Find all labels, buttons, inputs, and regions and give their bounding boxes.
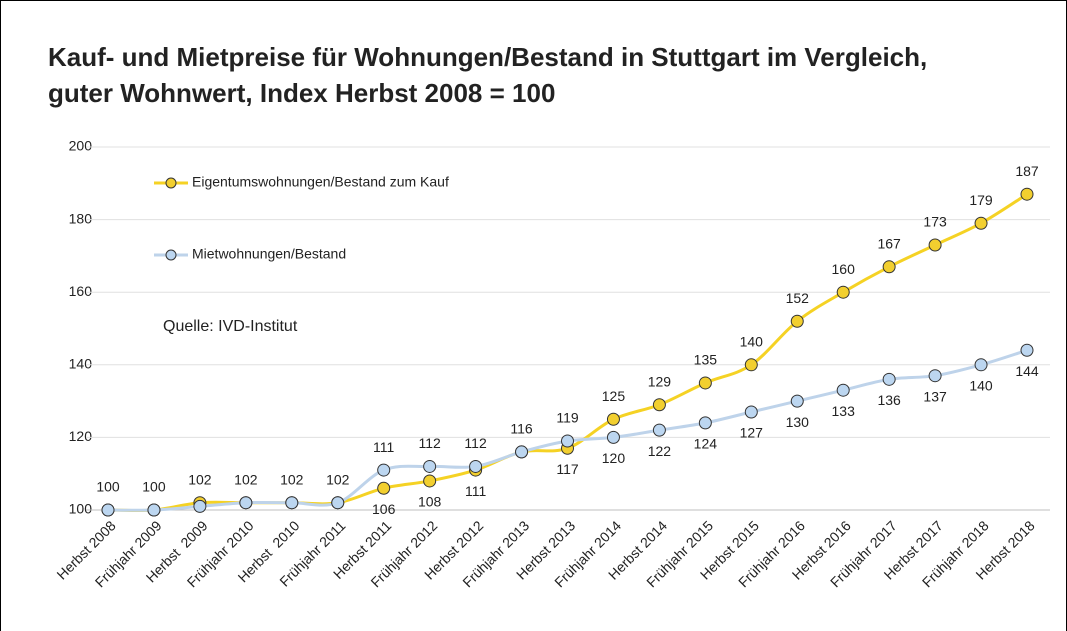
marker <box>193 499 207 513</box>
marker <box>836 383 850 397</box>
data-label: 100 <box>96 479 120 495</box>
data-label: 137 <box>923 388 947 404</box>
marker <box>698 416 712 430</box>
data-label: 102 <box>234 471 258 487</box>
marker <box>423 459 437 473</box>
marker <box>652 423 666 437</box>
data-label: 112 <box>418 435 441 451</box>
data-label: 100 <box>142 479 166 495</box>
data-label: 116 <box>510 421 533 437</box>
data-label: 152 <box>786 290 810 306</box>
legend-marker <box>165 177 177 189</box>
data-label: 127 <box>740 425 764 441</box>
marker <box>1020 187 1034 201</box>
data-label: 179 <box>969 192 993 208</box>
marker <box>377 481 391 495</box>
data-label: 129 <box>648 373 672 389</box>
marker <box>698 376 712 390</box>
data-label: 173 <box>923 214 947 230</box>
data-label: 124 <box>694 436 718 452</box>
marker <box>423 474 437 488</box>
data-label: 111 <box>373 439 394 455</box>
legend-label: Mietwohnungen/Bestand <box>192 246 346 262</box>
data-label: 140 <box>740 334 764 350</box>
marker <box>928 369 942 383</box>
data-label: 102 <box>188 471 212 487</box>
marker <box>1020 343 1034 357</box>
marker <box>790 314 804 328</box>
chart-title: Kauf- und Mietpreise für Wohnungen/Besta… <box>48 42 927 72</box>
marker <box>974 358 988 372</box>
data-label: 112 <box>464 435 487 451</box>
data-label: 120 <box>602 450 626 466</box>
marker <box>515 445 529 459</box>
marker <box>652 398 666 412</box>
data-label: 140 <box>969 378 993 394</box>
data-label: 106 <box>372 501 396 517</box>
data-label: 108 <box>418 494 442 510</box>
data-label: 135 <box>694 352 718 368</box>
legend-marker <box>165 249 177 261</box>
data-label: 122 <box>648 443 672 459</box>
data-label: 111 <box>465 483 486 499</box>
data-label: 119 <box>556 410 579 426</box>
data-label: 187 <box>1015 163 1039 179</box>
marker <box>974 216 988 230</box>
data-label: 102 <box>280 471 304 487</box>
marker <box>101 503 115 517</box>
marker <box>790 394 804 408</box>
data-label: 133 <box>832 403 856 419</box>
marker <box>744 358 758 372</box>
legend-label: Eigentumswohnungen/Bestand zum Kauf <box>192 174 449 190</box>
marker <box>882 372 896 386</box>
data-label: 117 <box>556 461 579 477</box>
marker <box>606 430 620 444</box>
marker <box>744 405 758 419</box>
marker <box>561 434 574 448</box>
marker <box>836 285 850 299</box>
data-label: 130 <box>786 414 810 430</box>
data-label: 102 <box>326 471 350 487</box>
data-label: 144 <box>1015 363 1039 379</box>
marker <box>928 238 942 252</box>
y-tick-label: 200 <box>69 138 93 154</box>
y-tick-label: 140 <box>69 356 93 372</box>
marker <box>882 260 896 274</box>
data-label: 125 <box>602 388 626 404</box>
marker <box>606 412 620 426</box>
chart-title: guter Wohnwert, Index Herbst 2008 = 100 <box>48 78 555 108</box>
data-label: 136 <box>877 392 901 408</box>
y-tick-label: 100 <box>69 501 93 517</box>
data-label: 160 <box>832 261 856 277</box>
marker <box>377 463 391 477</box>
y-tick-label: 120 <box>69 428 93 444</box>
marker <box>239 496 253 510</box>
y-tick-label: 160 <box>69 283 93 299</box>
data-label: 167 <box>877 235 901 251</box>
marker <box>147 503 161 517</box>
y-tick-label: 180 <box>69 210 93 226</box>
annotation: Quelle: IVD-Institut <box>163 318 298 335</box>
marker <box>469 459 483 473</box>
marker <box>285 496 299 510</box>
marker <box>331 496 345 510</box>
